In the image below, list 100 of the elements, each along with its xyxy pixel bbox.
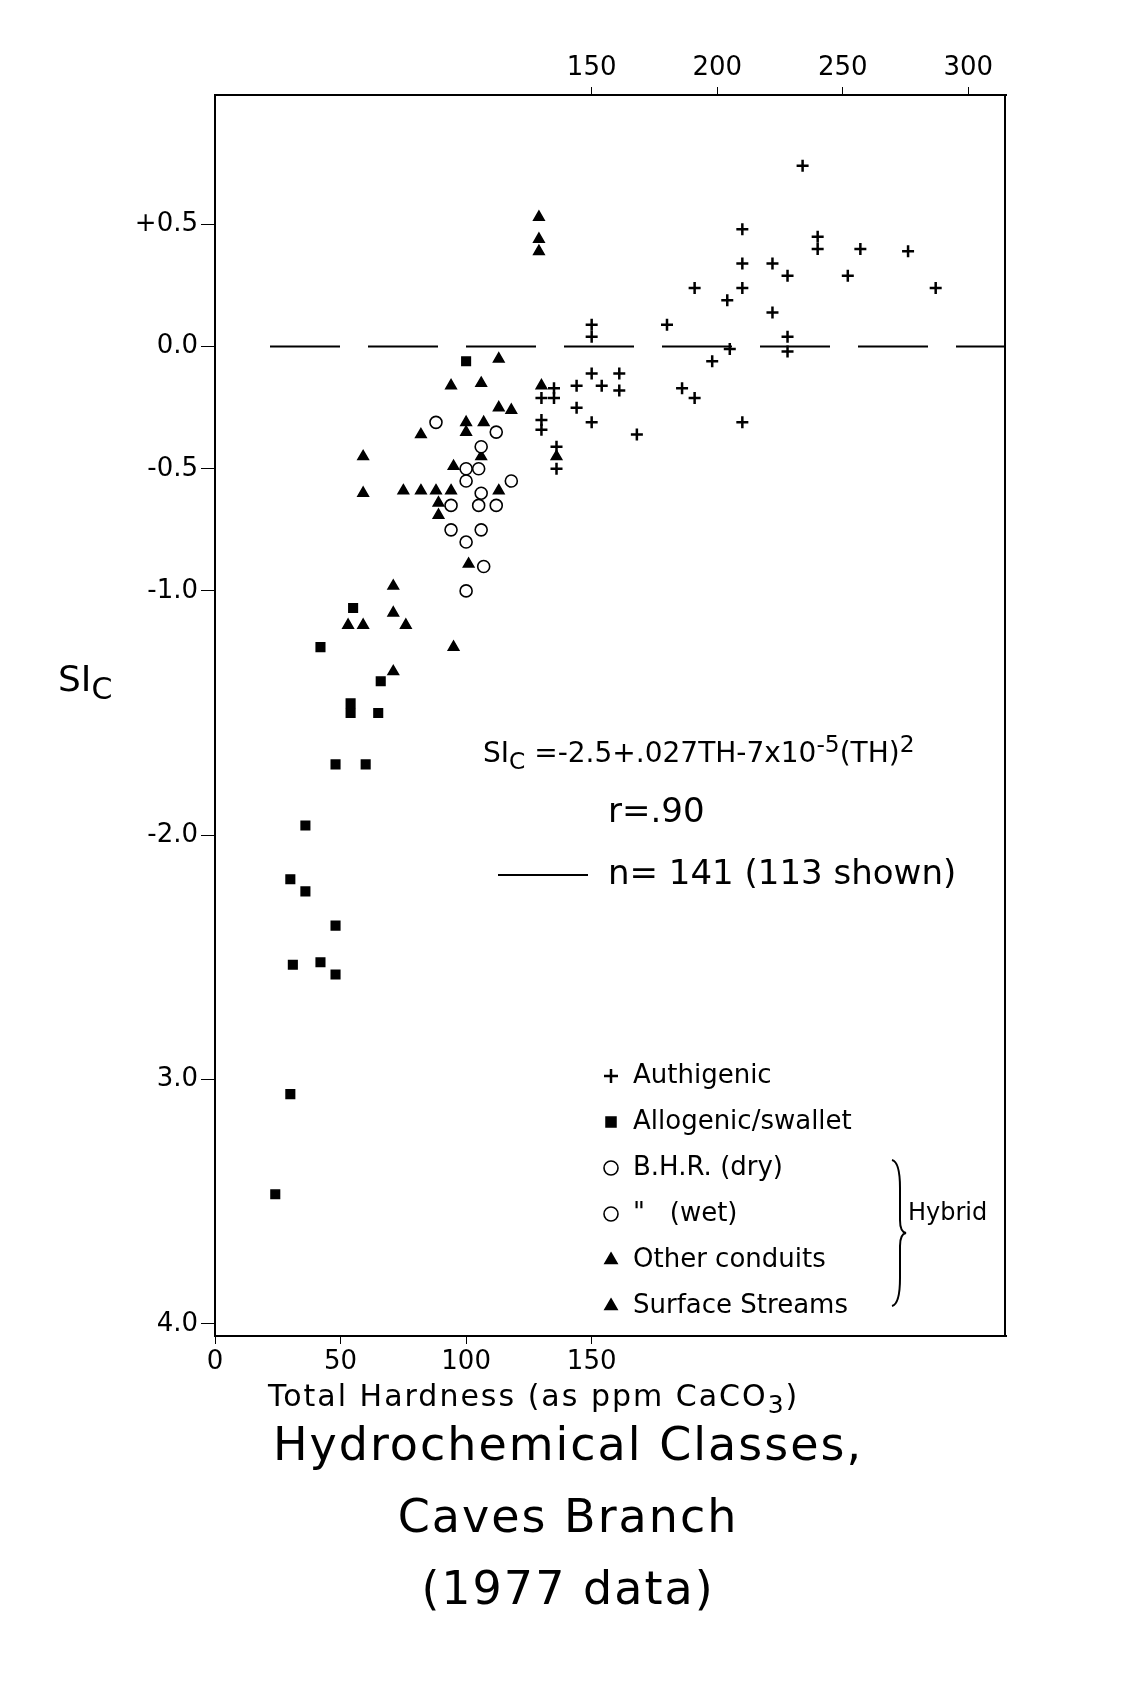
point (492, 352, 505, 363)
point (476, 559, 491, 574)
point (474, 439, 488, 454)
y-tick-label: 0.0 (156, 329, 198, 360)
point (460, 425, 473, 436)
point (345, 698, 356, 709)
point (357, 449, 370, 461)
point (735, 415, 750, 430)
y-tick-label: -2.0 (147, 817, 198, 848)
point (459, 535, 473, 549)
point (447, 640, 460, 651)
point (735, 256, 750, 271)
point (532, 210, 545, 221)
point (444, 523, 458, 537)
point (612, 383, 627, 398)
point (342, 618, 355, 629)
point (445, 483, 458, 495)
legend-label: Surface Streams (633, 1288, 848, 1319)
point (300, 886, 311, 897)
point (330, 759, 341, 770)
point (375, 676, 386, 687)
point (928, 280, 943, 296)
point (532, 244, 545, 256)
point (535, 378, 548, 390)
point (287, 959, 298, 970)
y-tick-label: +0.5 (134, 207, 198, 238)
x2-tick-label: 200 (692, 51, 743, 82)
point (459, 474, 473, 488)
x-tick-label: 100 (441, 1345, 491, 1376)
point (474, 486, 488, 500)
x2-tick-label: 150 (566, 51, 617, 82)
legend-label: Allogenic/swallet (633, 1104, 852, 1135)
legend-label: Other conduits (633, 1242, 826, 1273)
x-tick-label: 150 (566, 1345, 617, 1376)
point (720, 292, 735, 308)
point (471, 498, 486, 513)
point (735, 280, 750, 296)
point (569, 378, 584, 393)
annotation: SI$_{C}$ =-2.5+.027TH-7x10$^{-5}$(TH)$^{2}$ (483, 730, 915, 775)
point (432, 496, 445, 507)
point (429, 483, 442, 495)
point (399, 618, 412, 629)
point (584, 317, 599, 332)
point (492, 400, 505, 412)
point (780, 329, 795, 345)
point (765, 256, 780, 271)
point (414, 483, 427, 495)
point (360, 759, 371, 770)
point (444, 498, 458, 513)
point (348, 602, 359, 614)
point (300, 820, 311, 831)
point (810, 241, 825, 257)
point (532, 232, 545, 243)
point (810, 229, 825, 244)
point (765, 305, 780, 320)
point (357, 618, 370, 629)
point (489, 425, 504, 439)
point (387, 664, 400, 676)
point (722, 341, 738, 357)
point (474, 523, 488, 537)
point (432, 508, 445, 519)
y-axis-title: SI$_{C}$ (58, 658, 113, 707)
point (584, 415, 599, 430)
point (461, 356, 472, 367)
point (584, 329, 599, 345)
point (459, 584, 473, 598)
point (735, 222, 750, 237)
point (330, 920, 341, 931)
point (285, 874, 296, 885)
point (345, 708, 356, 719)
point (387, 606, 400, 617)
point (429, 415, 443, 430)
x2-tick-label: 250 (817, 51, 868, 82)
point (549, 461, 564, 477)
point (492, 483, 505, 495)
point (397, 483, 410, 495)
point (659, 317, 675, 332)
point (462, 557, 475, 568)
point (475, 376, 488, 388)
y-tick-label: 3.0 (156, 1062, 198, 1093)
legend-label: Authigenic (633, 1058, 772, 1089)
point (315, 957, 326, 968)
point (853, 241, 868, 257)
point (460, 415, 473, 427)
point (629, 427, 645, 442)
annotation: r=.90 (608, 790, 705, 830)
y-tick-label: -1.0 (147, 573, 198, 604)
point (534, 422, 549, 437)
point (330, 969, 341, 980)
point (900, 244, 916, 259)
x-tick-label: 0 (206, 1345, 224, 1376)
x-axis-title: Total Hardness (as ppm CaCO$_{3}$) (268, 1378, 800, 1419)
point (315, 642, 326, 653)
point (285, 1089, 296, 1100)
text: (1977 data) (420, 1560, 716, 1617)
point (687, 280, 702, 296)
point (840, 268, 856, 284)
point (445, 378, 458, 390)
point (357, 486, 370, 497)
annotation: n= 141 (113 shown) (608, 852, 957, 892)
